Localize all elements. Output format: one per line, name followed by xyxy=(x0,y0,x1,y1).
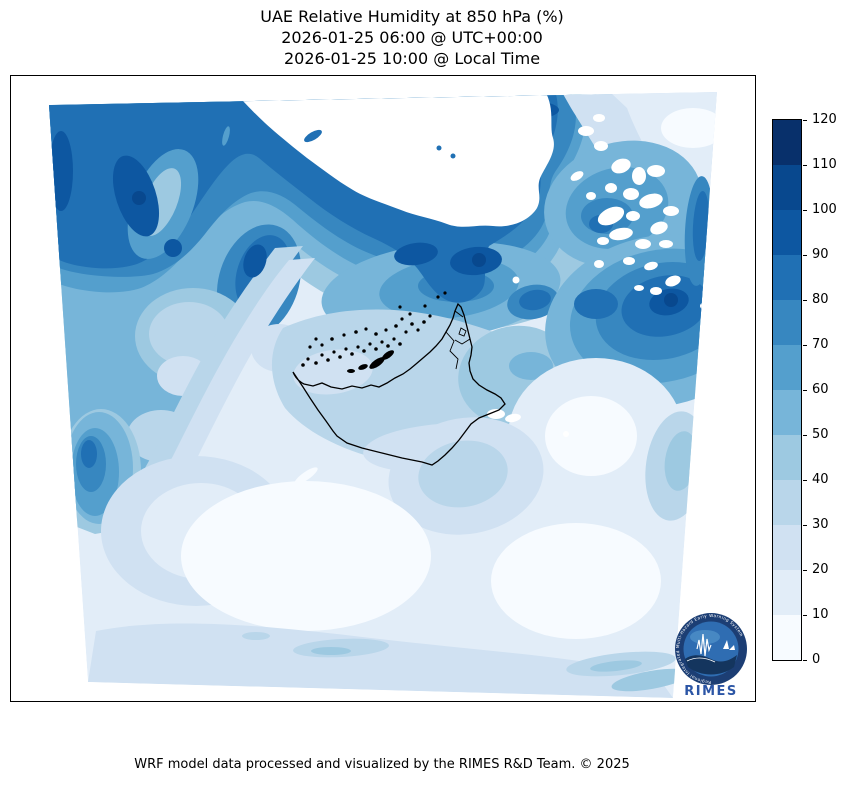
colorbar: 0 10 20 30 40 50 60 70 80 90 100 110 120 xyxy=(772,112,842,667)
colorbar-band xyxy=(773,300,801,345)
colorbar-band xyxy=(773,480,801,525)
humidity-contour-map xyxy=(49,92,717,698)
colorbar-tick-label: 0 xyxy=(812,652,821,667)
colorbar-tick-label: 70 xyxy=(812,337,829,352)
colorbar-band xyxy=(773,390,801,435)
colorbar-band xyxy=(773,525,801,570)
colorbar-tick-label: 40 xyxy=(812,472,829,487)
colorbar-tick-label: 110 xyxy=(812,157,837,172)
colorbar-tick xyxy=(803,390,807,391)
title-line-2: 2026-01-25 06:00 @ UTC+00:00 xyxy=(281,28,543,47)
colorbar-tick xyxy=(803,615,807,616)
colorbar-band xyxy=(773,435,801,480)
colorbar-band xyxy=(773,570,801,615)
islands-layer xyxy=(301,291,447,373)
emirate-borders xyxy=(445,310,471,370)
footer-credit: WRF model data processed and visualized … xyxy=(134,757,630,772)
colorbar-tick xyxy=(803,345,807,346)
colorbar-tick xyxy=(803,570,807,571)
colorbar-tick xyxy=(803,210,807,211)
rimes-logo: Regional Integrated Multi-Hazard Early W… xyxy=(671,609,751,703)
colorbar-tick-label: 60 xyxy=(812,382,829,397)
colorbar-tick-label: 30 xyxy=(812,517,829,532)
logo-wave xyxy=(685,655,737,675)
colorbar-tick-label: 80 xyxy=(812,292,829,307)
colorbar-band xyxy=(773,615,801,660)
colorbar-band xyxy=(773,120,801,165)
logo-seismogram xyxy=(696,633,712,657)
colorbar-tick xyxy=(803,660,807,661)
colorbar-band xyxy=(773,210,801,255)
colorbar-tick-label: 100 xyxy=(812,202,837,217)
colorbar-tick-label: 120 xyxy=(812,112,837,127)
colorbar-band xyxy=(773,345,801,390)
colorbar-tick xyxy=(803,525,807,526)
colorbar-tick-label: 90 xyxy=(812,247,829,262)
colorbar-tick-label: 10 xyxy=(812,607,829,622)
map-axes-frame xyxy=(10,75,756,702)
colorbar-tick xyxy=(803,255,807,256)
logo-sail xyxy=(723,640,735,650)
colorbar-tick-label: 50 xyxy=(812,427,829,442)
colorbar-swatches xyxy=(772,119,802,661)
colorbar-band xyxy=(773,165,801,210)
colorbar-tick xyxy=(803,480,807,481)
masked-terrain-layer xyxy=(239,93,712,437)
colorbar-band xyxy=(773,255,801,300)
colorbar-tick xyxy=(803,300,807,301)
colorbar-tick xyxy=(803,165,807,166)
title-line-1: UAE Relative Humidity at 850 hPa (%) xyxy=(260,7,564,26)
colorbar-tick-label: 20 xyxy=(812,562,829,577)
title-line-3: 2026-01-25 10:00 @ Local Time xyxy=(283,49,541,68)
logo-wordmark: RIMES xyxy=(684,684,738,699)
colorbar-tick xyxy=(803,435,807,436)
colorbar-tick xyxy=(803,120,807,121)
chart-title: UAE Relative Humidity at 850 hPa (%) 202… xyxy=(0,6,824,69)
uae-boundary xyxy=(292,302,506,466)
